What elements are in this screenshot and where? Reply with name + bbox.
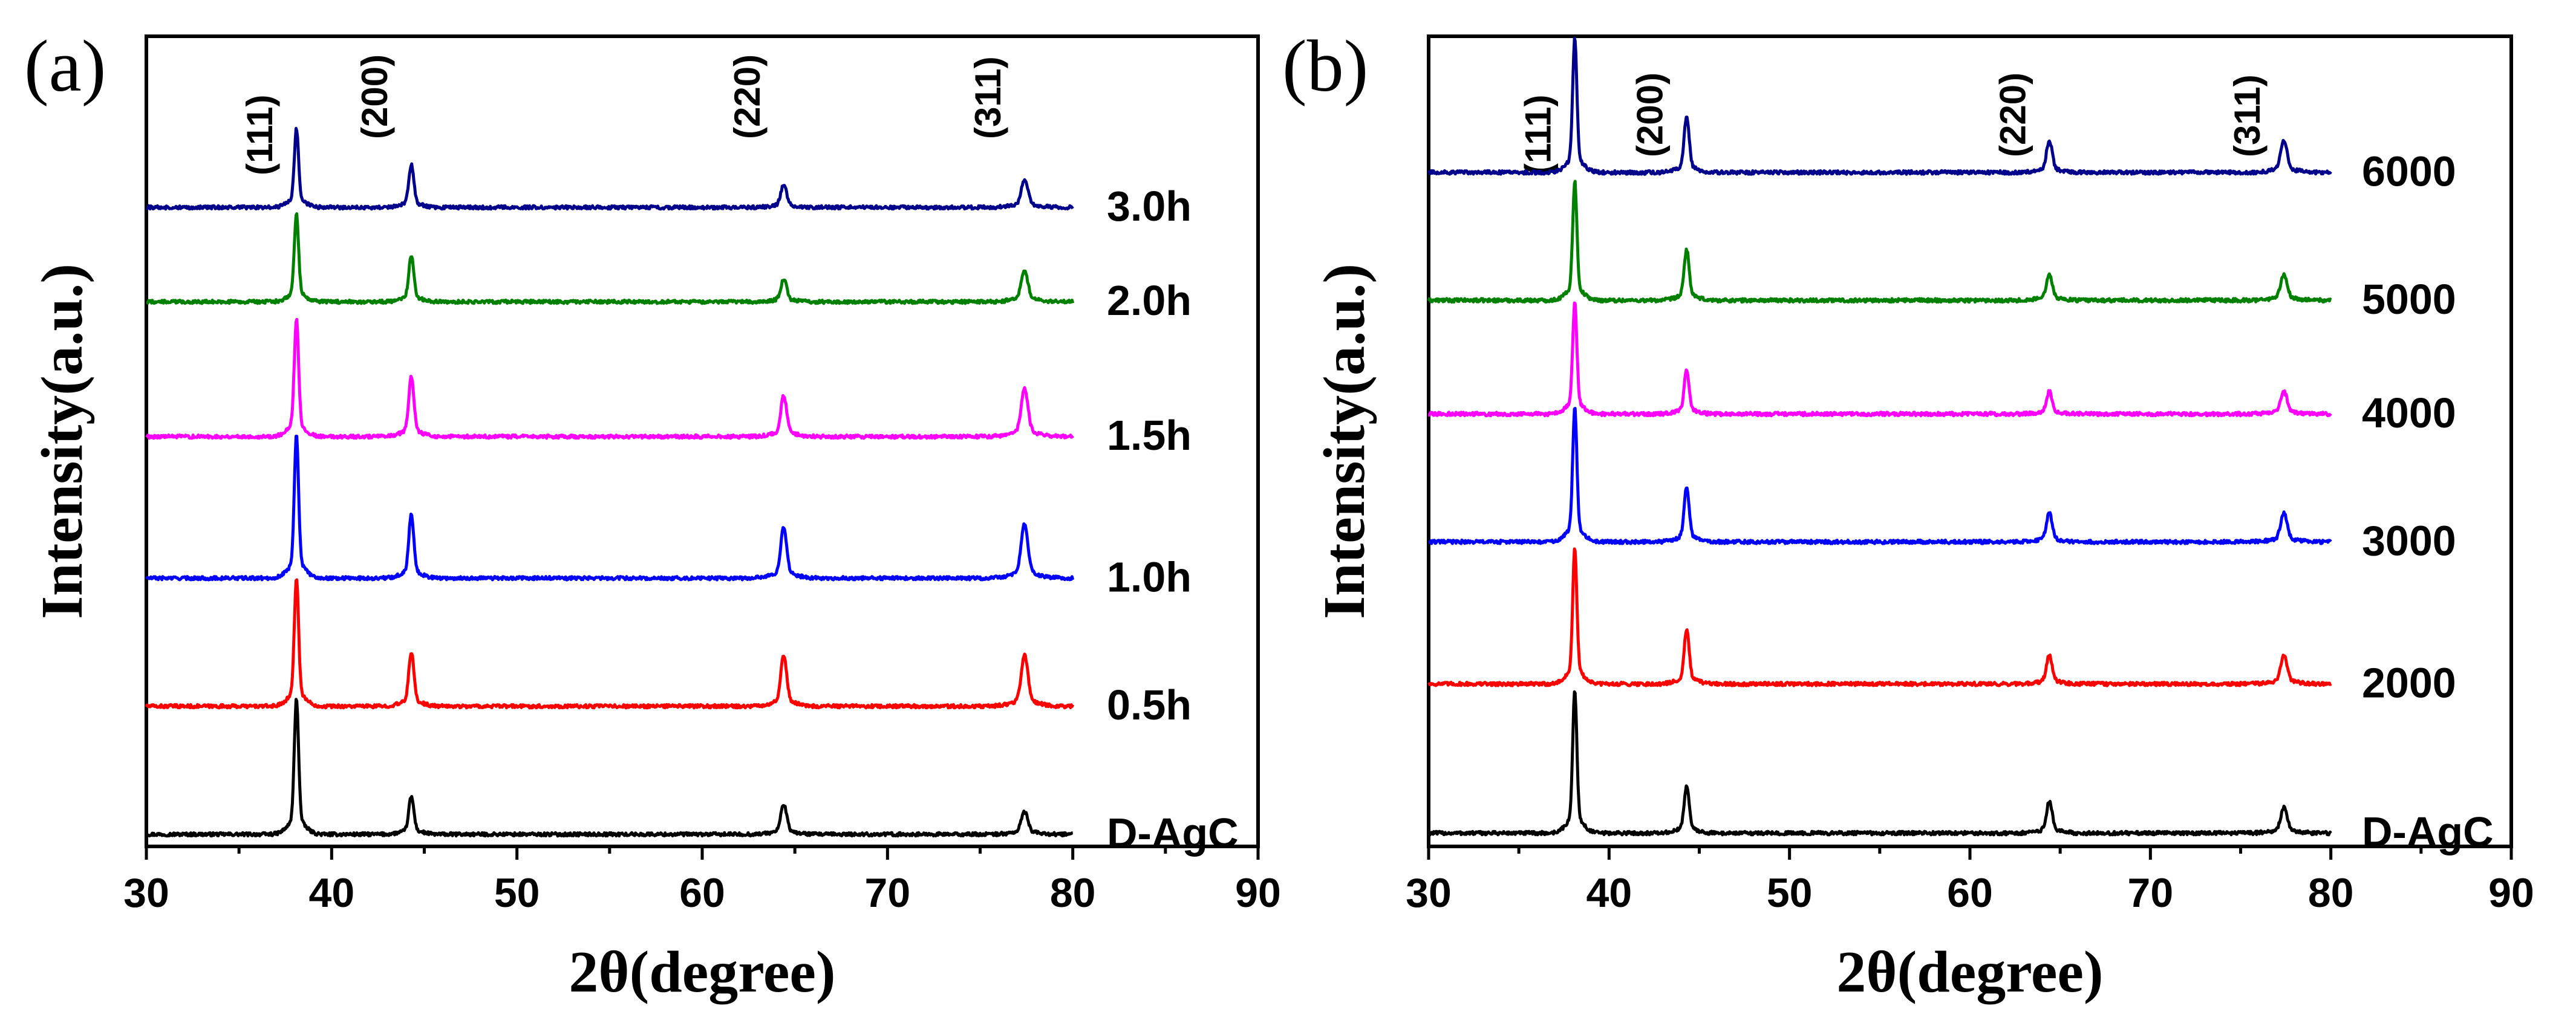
- peak-hkl-label: (111): [240, 95, 280, 175]
- peak-hkl-label: (311): [2227, 74, 2268, 157]
- peak-hkl-label: (200): [354, 54, 395, 139]
- series-trace-2000: [1427, 547, 2332, 687]
- peak-hkl-label: (111): [1518, 95, 1559, 175]
- series-trace-4000: [1427, 301, 2332, 418]
- series-label: 6000: [2362, 148, 2456, 195]
- series-label: 3.0h: [1107, 183, 1192, 230]
- panel-b-x-axis-title: 2θ(degree): [1836, 940, 2103, 1005]
- panel-a: (a) Intensity(a.u.) 2θ(degree) 30 40 50 60 7…: [24, 25, 1281, 1005]
- x-tick-label: 90: [1235, 870, 1281, 916]
- series-trace-d-agc: [1427, 690, 2332, 837]
- x-tick-label: 60: [1947, 870, 1993, 916]
- peak-hkl-label: (200): [1630, 73, 1671, 157]
- peak-hkl-label: (220): [1992, 73, 2033, 157]
- x-tick-label: 50: [494, 870, 540, 916]
- panel-a-x-axis-title: 2θ(degree): [569, 940, 835, 1005]
- x-tick-label: 80: [1050, 870, 1096, 916]
- series-trace-1-0h: [145, 435, 1075, 582]
- panel-a-label: (a): [24, 25, 106, 107]
- series-label: 3000: [2362, 517, 2456, 564]
- x-tick-label: 70: [865, 870, 911, 916]
- panel-a-x-ticks: 30 40 50 60 70 80 90: [123, 846, 1281, 916]
- series-label: 5000: [2362, 276, 2456, 323]
- panel-b-x-ticks: 30 40 50 60 70 80 90: [1406, 846, 2534, 916]
- x-tick-label: 90: [2488, 870, 2534, 916]
- panel-b-traces: D-AgC 2000 3000 4000 5000 6000: [1427, 37, 2494, 855]
- panel-b-label: (b): [1282, 25, 1368, 107]
- series-label: 1.5h: [1107, 412, 1192, 459]
- series-trace-0-5h: [145, 578, 1075, 710]
- panel-a-y-axis-title: Intensity(a.u.): [30, 264, 95, 619]
- series-trace-5000: [1427, 180, 2332, 304]
- panel-a-frame: [145, 34, 1260, 848]
- panel-b-frame: [1427, 34, 2513, 848]
- series-label: 2.0h: [1107, 277, 1192, 324]
- series-label: D-AgC: [2362, 808, 2494, 855]
- peak-hkl-label: (220): [727, 54, 768, 139]
- panel-a-peak-labels: (111) (200) (220) (311): [240, 54, 1008, 175]
- panel-a-traces: D-AgC 0.5h 1.0h 1.5h 2.0h 3.0h: [145, 126, 1239, 857]
- series-trace-1-5h: [145, 317, 1074, 440]
- x-tick-label: 40: [1586, 870, 1632, 916]
- x-tick-label: 50: [1767, 870, 1813, 916]
- series-trace-2-0h: [145, 212, 1075, 305]
- series-trace-3000: [1427, 407, 2332, 545]
- series-trace-6000: [1427, 37, 2332, 176]
- series-label: 1.0h: [1107, 553, 1192, 600]
- series-trace-3-0h: [145, 126, 1074, 211]
- x-tick-label: 70: [2128, 870, 2174, 916]
- panel-b: (b) Intensity(a.u.) 2θ(degree) 30 40 50 60 7…: [1282, 25, 2534, 1005]
- x-tick-label: 80: [2308, 870, 2354, 916]
- series-label: D-AgC: [1107, 810, 1239, 857]
- x-tick-label: 30: [1406, 870, 1452, 916]
- series-trace-d-agc: [145, 698, 1074, 838]
- panel-b-peak-labels: (111) (200) (220) (311): [1518, 73, 2268, 175]
- series-label: 0.5h: [1107, 681, 1192, 729]
- series-label: 2000: [2362, 659, 2456, 706]
- x-tick-label: 30: [123, 870, 169, 916]
- peak-hkl-label: (311): [968, 56, 1008, 139]
- series-label: 4000: [2362, 389, 2456, 437]
- panel-b-y-axis-title: Intensity(a.u.): [1312, 264, 1377, 619]
- x-tick-label: 60: [679, 870, 725, 916]
- x-tick-label: 40: [309, 870, 355, 916]
